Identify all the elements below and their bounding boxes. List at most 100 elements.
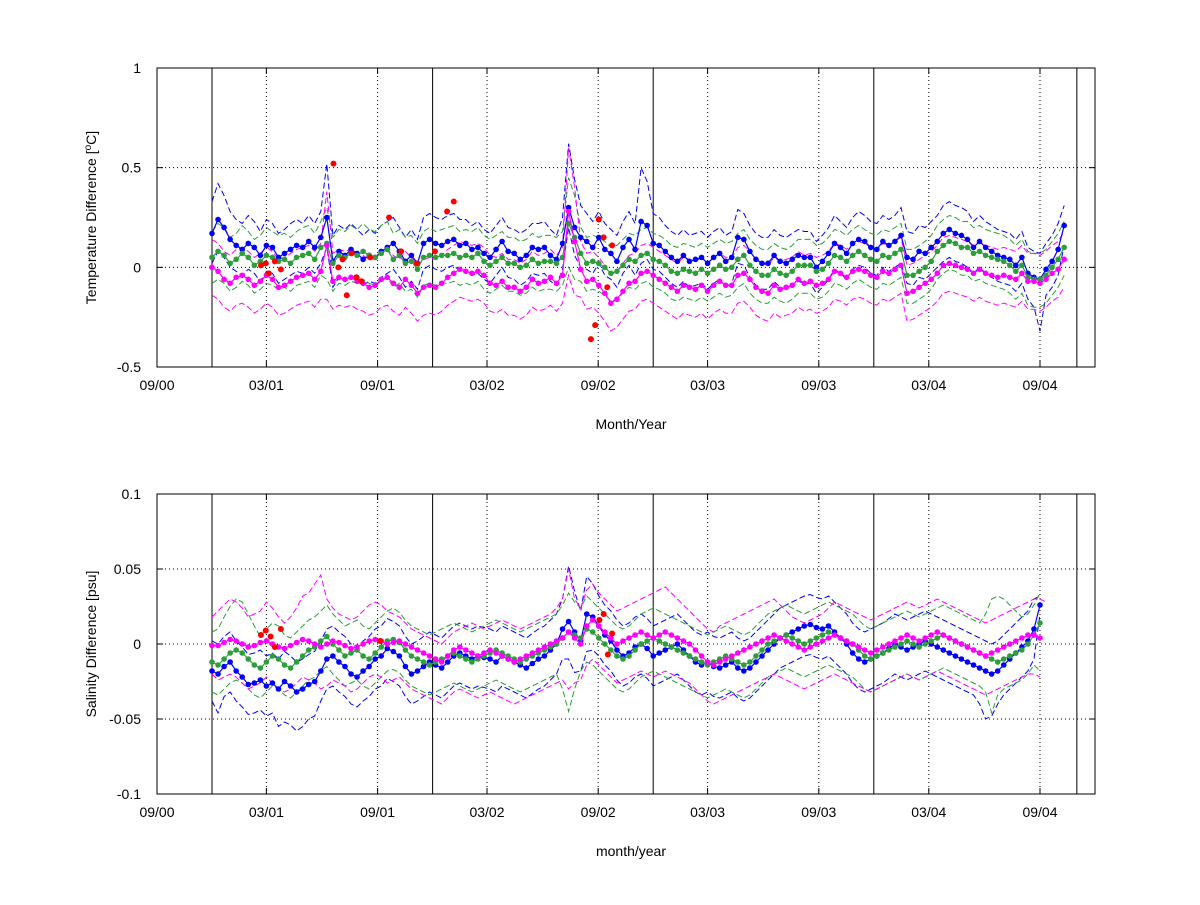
blue-point (487, 254, 493, 261)
blue-point (233, 668, 239, 674)
blue-point (245, 240, 252, 247)
blue-point (221, 663, 227, 670)
red-point (592, 322, 599, 329)
y-tick-label: 0.5 (122, 160, 142, 176)
magenta-point (305, 638, 312, 644)
green-point (952, 240, 959, 247)
magenta-point (469, 650, 475, 656)
magenta-point (698, 282, 705, 289)
green-point (874, 258, 880, 265)
green-point (916, 644, 922, 650)
blue-point (892, 238, 898, 245)
blue-point (293, 689, 300, 695)
green-point (233, 256, 239, 263)
magenta-upper-series-line (211, 568, 1047, 645)
green-point (837, 254, 844, 261)
blue-point (469, 246, 475, 253)
magenta-point (233, 274, 239, 281)
blue-point (420, 240, 427, 247)
green-point (227, 650, 233, 656)
blue-point (420, 663, 427, 670)
y-tick-label: 0.1 (122, 486, 142, 502)
blue-point (861, 238, 868, 245)
blue-point (722, 662, 729, 668)
blue-point (861, 659, 868, 665)
blue-point (360, 668, 366, 674)
magenta-point (813, 641, 820, 647)
red-point (335, 264, 342, 271)
red-point (432, 248, 439, 255)
blue-point (741, 668, 747, 674)
magenta-point (716, 278, 723, 285)
magenta-point (305, 270, 312, 277)
magenta-point (892, 266, 898, 273)
magenta-point (614, 641, 620, 647)
green-point (1000, 656, 1007, 662)
green-point (946, 238, 953, 245)
green-point (801, 262, 808, 269)
magenta-upper-series-line (211, 147, 1065, 277)
blue-point (529, 660, 536, 667)
magenta-point (1061, 256, 1067, 263)
magenta-point (680, 638, 687, 644)
magenta-point (287, 642, 294, 649)
green-point (408, 258, 415, 265)
green-point (608, 270, 614, 277)
green-point (305, 250, 312, 257)
magenta-point (233, 638, 239, 644)
magenta-point (602, 290, 608, 297)
blue-point (982, 668, 989, 674)
magenta-point (777, 286, 783, 293)
blue-point (970, 244, 977, 251)
blue-point (988, 248, 995, 255)
y-tick-label: 0 (133, 259, 141, 275)
magenta-point (904, 632, 910, 638)
green-point (795, 262, 802, 269)
blue-point (650, 653, 656, 659)
blue-point (402, 663, 409, 670)
blue-point (450, 236, 457, 243)
blue-point (378, 653, 385, 659)
red-point (444, 208, 451, 215)
green-point (662, 641, 669, 647)
green-point (831, 252, 838, 259)
green-point (765, 272, 771, 279)
magenta-point (541, 644, 548, 650)
blue-point (263, 242, 270, 249)
blue-point (964, 659, 971, 665)
green-point (499, 254, 505, 261)
magenta-point (771, 282, 777, 289)
magenta-point (330, 638, 336, 644)
green-point (287, 665, 294, 671)
magenta-point (970, 270, 977, 277)
green-point (777, 270, 783, 277)
blue-point (994, 668, 1001, 674)
magenta-point (916, 638, 922, 644)
magenta-point (940, 262, 947, 269)
magenta-point (747, 644, 753, 650)
blue-point (982, 244, 989, 251)
magenta-point (511, 284, 517, 291)
temperature-series (209, 143, 1067, 343)
magenta-point (952, 262, 959, 269)
green-point (602, 641, 608, 647)
green-point (602, 264, 608, 271)
green-point (463, 252, 469, 259)
magenta-point (861, 647, 868, 653)
y-tick-label: 0 (133, 636, 141, 652)
blue-point (741, 236, 747, 243)
magenta-point (825, 635, 832, 641)
magenta-point (880, 644, 886, 650)
blue-point (517, 256, 524, 263)
magenta-point (426, 282, 433, 289)
magenta-point (311, 641, 318, 647)
magenta-point (215, 268, 221, 275)
green-point (644, 638, 650, 644)
blue-point (783, 260, 789, 267)
magenta-point (438, 280, 445, 287)
green-point (964, 244, 971, 251)
magenta-point (348, 274, 354, 281)
red-point (609, 630, 616, 637)
blue-point (922, 250, 928, 257)
